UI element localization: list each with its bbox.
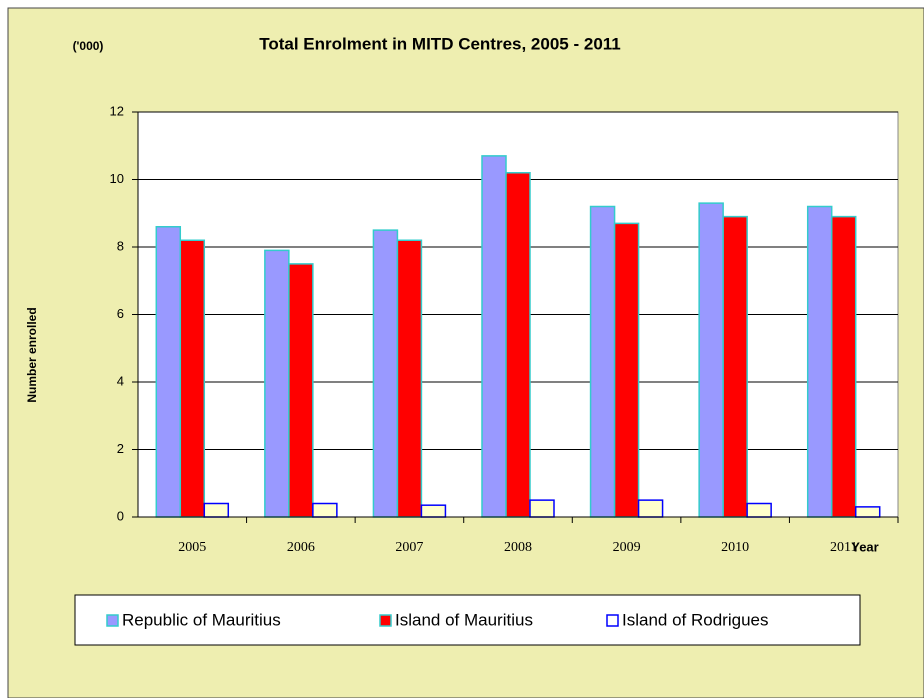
chart-title: Total Enrolment in MITD Centres, 2005 - … (259, 34, 621, 53)
bar (420, 504, 447, 518)
y-tick-label: 8 (117, 238, 124, 253)
unit-label: ('000) (73, 39, 104, 53)
y-tick-label: 0 (117, 508, 124, 523)
bar (155, 226, 182, 518)
y-tick-label: 6 (117, 306, 124, 321)
bar (505, 172, 531, 518)
x-tick-label: 2006 (287, 540, 315, 555)
bar (746, 502, 772, 518)
bar (481, 155, 507, 518)
bar (179, 239, 206, 518)
y-tick-label: 4 (117, 373, 124, 388)
bar (312, 502, 338, 518)
x-tick-label: 2007 (395, 540, 423, 555)
bar (830, 215, 857, 518)
bar (396, 239, 423, 518)
bar (722, 215, 748, 518)
legend-label: Island of Rodrigues (622, 610, 768, 629)
bar (288, 263, 314, 518)
y-axis-label: Number enrolled (25, 307, 39, 402)
x-tick-label: 2005 (178, 540, 206, 555)
x-axis-label: Year (851, 539, 878, 554)
legend-swatch (379, 614, 392, 627)
bar (854, 506, 881, 518)
y-tick-label: 12 (110, 103, 124, 118)
legend-swatch (106, 614, 119, 627)
y-tick-label: 10 (110, 171, 124, 186)
bar (264, 249, 290, 518)
bar (529, 499, 555, 518)
x-tick-label: 2008 (504, 540, 532, 555)
bar (203, 502, 230, 518)
bar (637, 499, 664, 518)
y-tick-label: 2 (117, 441, 124, 456)
bar (589, 205, 616, 518)
bar (806, 205, 833, 518)
x-tick-label: 2010 (721, 540, 749, 555)
bar (698, 202, 724, 518)
bar (372, 229, 399, 518)
bar (613, 222, 640, 518)
x-tick-label: 2011 (830, 540, 857, 555)
x-tick-label: 2009 (613, 540, 641, 555)
legend (74, 594, 861, 646)
legend-label: Republic of Mauritius (122, 610, 281, 629)
legend-label: Island of Mauritius (395, 610, 533, 629)
legend-swatch (606, 614, 619, 627)
